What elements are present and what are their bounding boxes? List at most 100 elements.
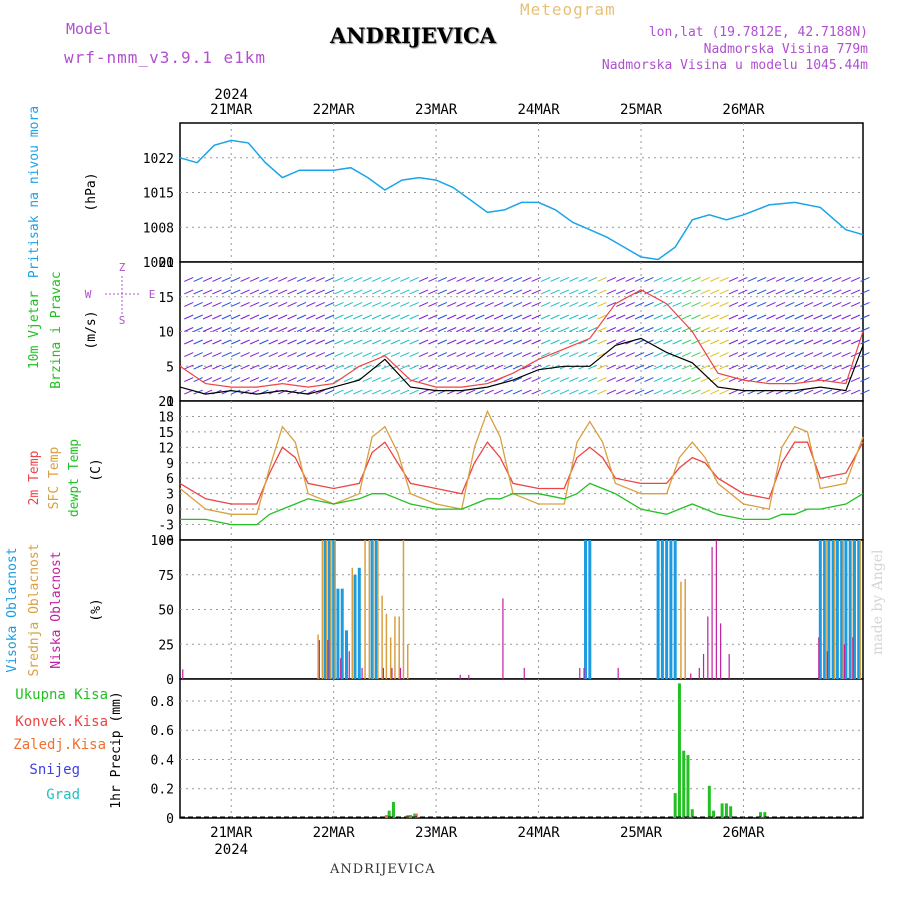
precip-bar — [682, 750, 686, 818]
wind-barb — [296, 339, 307, 345]
wind-barb — [578, 377, 588, 382]
wind-barb — [306, 289, 316, 295]
wind-barb — [343, 314, 354, 320]
wind-barb — [803, 302, 814, 307]
cloud-bar-low — [523, 667, 525, 679]
wind-barb — [334, 314, 344, 320]
cloud-bar-low — [698, 667, 700, 679]
wind-barb — [437, 364, 448, 370]
wind-barb — [850, 289, 861, 295]
wind-barb — [672, 389, 682, 395]
wind-barb — [277, 314, 288, 320]
wind-barb — [832, 277, 842, 282]
wind-barb — [700, 327, 710, 332]
wind-dir-east: E — [149, 288, 156, 301]
wind-barb — [484, 352, 494, 357]
wind-barb — [287, 302, 297, 307]
wind-barb — [644, 277, 654, 282]
wind-barb — [559, 339, 570, 345]
wind-barb — [447, 377, 457, 382]
wind-barb — [691, 302, 701, 307]
wind-dir-north: Z — [119, 261, 126, 274]
wind-barb — [324, 289, 335, 295]
wind-barb — [653, 352, 664, 357]
wind-barb — [794, 364, 804, 370]
precip-bar — [409, 815, 413, 818]
wind-barb — [625, 302, 635, 307]
temp-line-1 — [179, 409, 864, 515]
wind-barb — [625, 314, 635, 320]
wind-barb — [493, 352, 504, 357]
cloud-bar-low — [327, 640, 329, 679]
wind-barb — [503, 314, 513, 320]
wind-barb — [663, 277, 673, 282]
wind-barb — [775, 364, 786, 370]
wind-barb — [775, 289, 786, 295]
wind-barb — [728, 339, 739, 345]
wind-barb — [249, 289, 260, 295]
wind-barb — [324, 314, 335, 320]
wind-barb — [240, 364, 250, 370]
wind-barb — [493, 364, 504, 370]
cloud-bar-high — [818, 540, 822, 679]
wind-barb — [240, 302, 250, 307]
wind-barb — [231, 364, 241, 370]
y-tick-label: 5 — [166, 360, 174, 375]
wind-barb — [522, 377, 532, 382]
wind-barb — [540, 289, 551, 295]
wind-barb — [719, 327, 729, 332]
cloud-bar-high — [827, 540, 831, 679]
wind-barb — [663, 314, 673, 320]
wind-barb — [512, 389, 523, 395]
wind-barb — [184, 302, 194, 307]
wind-barb — [503, 352, 513, 357]
wind-barb — [381, 289, 391, 295]
wind-barb — [578, 389, 588, 395]
wind-barb — [728, 302, 739, 307]
wind-barb — [559, 352, 570, 357]
wind-barb — [644, 352, 654, 357]
cloud-bar-low — [826, 651, 828, 679]
wind-barb — [531, 314, 541, 320]
wind-barb — [756, 277, 767, 282]
wind-barb — [268, 327, 278, 332]
cloud-bar-mid — [825, 540, 827, 679]
y-tick-label: 6 — [166, 472, 174, 487]
wind-barb — [756, 327, 767, 332]
wind-barb — [785, 364, 795, 370]
y-tick-label: 20 — [158, 256, 174, 271]
wind-barb — [202, 302, 213, 307]
wind-barb — [850, 389, 861, 395]
wind-barb — [259, 302, 269, 307]
wind-barb — [578, 277, 588, 282]
wind-barb — [794, 389, 804, 395]
wind-barb — [625, 289, 635, 295]
wind-barb — [371, 277, 382, 282]
wind-barb — [597, 339, 607, 345]
cloud-bar-high — [344, 630, 348, 679]
wind-barb — [259, 277, 269, 282]
cloud-bar-high — [669, 540, 673, 679]
y-tick-label: 0 — [166, 812, 174, 827]
wind-barb — [362, 352, 372, 357]
cloud-bar-low — [391, 667, 393, 679]
wind-barb — [540, 314, 551, 320]
wind-barb — [653, 302, 664, 307]
wind-barb — [672, 339, 682, 345]
wind-barb — [484, 289, 494, 295]
wind-barb — [277, 289, 288, 295]
wind-barb — [785, 314, 795, 320]
wind-barb — [381, 339, 391, 345]
cloud-bar-high — [656, 540, 660, 679]
wind-barb — [569, 377, 579, 382]
precip-bar — [712, 810, 716, 818]
wind-barb — [249, 339, 260, 345]
wind-barb — [428, 289, 438, 295]
panel-frame — [179, 678, 864, 819]
wind-barb — [653, 327, 664, 332]
wind-barb — [456, 352, 466, 357]
wind-barb — [719, 377, 729, 382]
wind-barb — [531, 377, 541, 382]
wind-barb — [691, 352, 701, 357]
